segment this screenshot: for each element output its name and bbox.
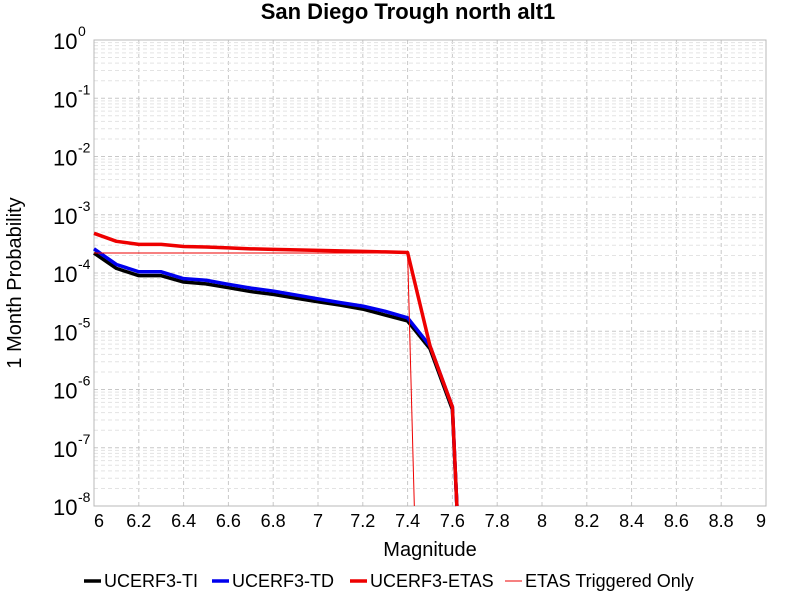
legend: UCERF3-TI UCERF3-TD UCERF3-ETAS ETAS Trigge… bbox=[84, 571, 694, 591]
x-tick-label: 6.4 bbox=[171, 511, 196, 531]
y-tick-exponent: -7 bbox=[78, 431, 91, 447]
y-tick-exponent: -1 bbox=[78, 81, 91, 97]
y-tick-exponent: -8 bbox=[78, 489, 91, 505]
grid bbox=[93, 39, 767, 507]
x-tick-label: 8.2 bbox=[574, 511, 599, 531]
y-tick-label: 10 bbox=[53, 204, 77, 229]
x-tick-label: 7.6 bbox=[440, 511, 465, 531]
series-line-1 bbox=[93, 251, 459, 507]
y-tick-label: 10 bbox=[53, 146, 77, 171]
y-tick-label: 10 bbox=[53, 495, 77, 520]
x-tick-label: 7.2 bbox=[350, 511, 375, 531]
x-tick-label: 7 bbox=[313, 511, 323, 531]
legend-label: UCERF3-ETAS bbox=[370, 571, 494, 591]
series-line-3 bbox=[93, 231, 459, 507]
chart-title: San Diego Trough north alt1 bbox=[261, 0, 556, 24]
y-tick-label: 10 bbox=[53, 320, 77, 345]
y-tick-exponent: -2 bbox=[78, 140, 91, 156]
x-tick-label: 6.6 bbox=[216, 511, 241, 531]
y-tick-exponent: -6 bbox=[78, 373, 91, 389]
y-tick-label: 10 bbox=[53, 437, 77, 462]
x-tick-label: 8 bbox=[537, 511, 547, 531]
x-tick-label: 9 bbox=[756, 511, 766, 531]
legend-label: ETAS Triggered Only bbox=[525, 571, 694, 591]
y-tick-exponent: -3 bbox=[78, 198, 91, 214]
x-tick-label: 6.8 bbox=[261, 511, 286, 531]
x-axis-label: Magnitude bbox=[383, 539, 476, 561]
y-tick-label: 10 bbox=[53, 29, 77, 54]
x-tick-label: 7.8 bbox=[485, 511, 510, 531]
y-tick-exponent: -4 bbox=[78, 256, 91, 272]
legend-label: UCERF3-TI bbox=[104, 571, 198, 591]
x-tick-label: 6 bbox=[94, 511, 104, 531]
x-tick-label: 8.8 bbox=[709, 511, 734, 531]
x-tick-label: 8.4 bbox=[619, 511, 644, 531]
x-tick-label: 6.2 bbox=[126, 511, 151, 531]
series-line-4 bbox=[94, 252, 415, 507]
series-line-2 bbox=[92, 247, 459, 507]
y-tick-label: 10 bbox=[53, 379, 77, 404]
x-tick-labels: 6 6.2 6.4 6.6 6.8 7 7.2 7.4 7.6 7.8 8 8.2 8.4 8.6 8.8 9 bbox=[94, 511, 766, 531]
legend-label: UCERF3-TD bbox=[232, 571, 334, 591]
y-tick-label: 10 bbox=[53, 87, 77, 112]
x-tick-label: 7.4 bbox=[395, 511, 420, 531]
y-tick-label: 10 bbox=[53, 262, 77, 287]
y-tick-exponent: -5 bbox=[78, 314, 91, 330]
series-layer bbox=[92, 231, 459, 507]
y-axis-label: 1 Month Probability bbox=[4, 197, 26, 368]
plot-frame bbox=[93, 39, 767, 507]
x-tick-label: 8.6 bbox=[664, 511, 689, 531]
y-tick-exponent: 0 bbox=[78, 23, 86, 39]
